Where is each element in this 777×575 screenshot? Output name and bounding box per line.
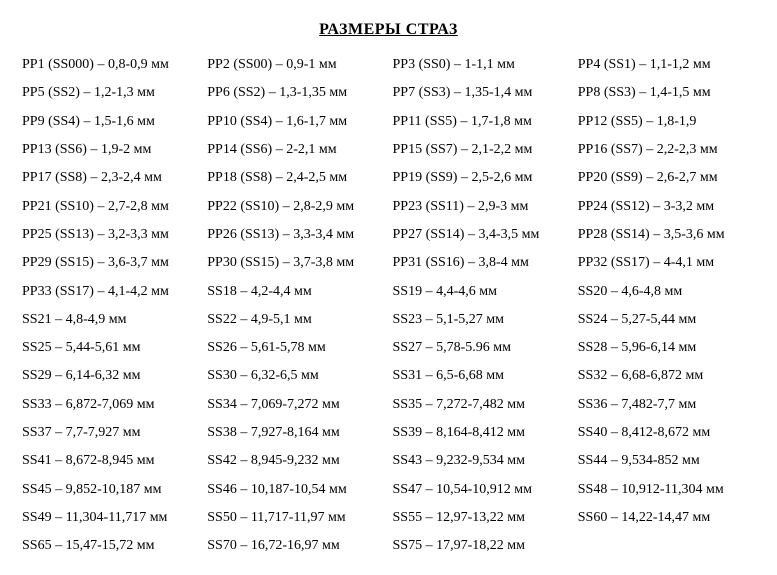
size-cell: SS41 – 8,672-8,945 мм bbox=[22, 451, 199, 471]
size-cell bbox=[578, 536, 755, 556]
size-cell: PP15 (SS7) – 2,1-2,2 мм bbox=[393, 140, 570, 160]
size-cell: PP7 (SS3) – 1,35-1,4 мм bbox=[393, 83, 570, 103]
size-cell: SS47 – 10,54-10,912 мм bbox=[393, 480, 570, 500]
size-cell: SS24 – 5,27-5,44 мм bbox=[578, 310, 755, 330]
size-cell: SS36 – 7,482-7,7 мм bbox=[578, 395, 755, 415]
size-cell: PP8 (SS3) – 1,4-1,5 мм bbox=[578, 83, 755, 103]
size-cell: SS75 – 17,97-18,22 мм bbox=[393, 536, 570, 556]
size-cell: PP2 (SS00) – 0,9-1 мм bbox=[207, 55, 384, 75]
size-cell: SS33 – 6,872-7,069 мм bbox=[22, 395, 199, 415]
size-cell: PP6 (SS2) – 1,3-1,35 мм bbox=[207, 83, 384, 103]
page-title: РАЗМЕРЫ СТРАЗ bbox=[22, 18, 755, 41]
size-cell: PP16 (SS7) – 2,2-2,3 мм bbox=[578, 140, 755, 160]
size-cell: SS23 – 5,1-5,27 мм bbox=[393, 310, 570, 330]
size-cell: SS28 – 5,96-6,14 мм bbox=[578, 338, 755, 358]
size-cell: PP11 (SS5) – 1,7-1,8 мм bbox=[393, 112, 570, 132]
size-cell: SS25 – 5,44-5,61 мм bbox=[22, 338, 199, 358]
size-cell: PP27 (SS14) – 3,4-3,5 мм bbox=[393, 225, 570, 245]
size-cell: SS50 – 11,717-11,97 мм bbox=[207, 508, 384, 528]
size-cell: PP17 (SS8) – 2,3-2,4 мм bbox=[22, 168, 199, 188]
size-cell: PP30 (SS15) – 3,7-3,8 мм bbox=[207, 253, 384, 273]
size-cell: SS30 – 6,32-6,5 мм bbox=[207, 366, 384, 386]
size-cell: SS34 – 7,069-7,272 мм bbox=[207, 395, 384, 415]
size-cell: PP13 (SS6) – 1,9-2 мм bbox=[22, 140, 199, 160]
size-cell: PP25 (SS13) – 3,2-3,3 мм bbox=[22, 225, 199, 245]
size-cell: PP10 (SS4) – 1,6-1,7 мм bbox=[207, 112, 384, 132]
size-cell: SS35 – 7,272-7,482 мм bbox=[393, 395, 570, 415]
size-cell: PP12 (SS5) – 1,8-1,9 bbox=[578, 112, 755, 132]
size-cell: PP26 (SS13) – 3,3-3,4 мм bbox=[207, 225, 384, 245]
size-cell: PP1 (SS000) – 0,8-0,9 мм bbox=[22, 55, 199, 75]
size-cell: SS49 – 11,304-11,717 мм bbox=[22, 508, 199, 528]
size-cell: SS60 – 14,22-14,47 мм bbox=[578, 508, 755, 528]
size-cell: PP24 (SS12) – 3-3,2 мм bbox=[578, 197, 755, 217]
size-cell: PP3 (SS0) – 1-1,1 мм bbox=[393, 55, 570, 75]
size-cell: SS48 – 10,912-11,304 мм bbox=[578, 480, 755, 500]
size-cell: PP4 (SS1) – 1,1-1,2 мм bbox=[578, 55, 755, 75]
size-cell: SS65 – 15,47-15,72 мм bbox=[22, 536, 199, 556]
size-cell: SS43 – 9,232-9,534 мм bbox=[393, 451, 570, 471]
size-cell: SS31 – 6,5-6,68 мм bbox=[393, 366, 570, 386]
size-cell: PP22 (SS10) – 2,8-2,9 мм bbox=[207, 197, 384, 217]
size-cell: PP14 (SS6) – 2-2,1 мм bbox=[207, 140, 384, 160]
size-cell: SS32 – 6,68-6,872 мм bbox=[578, 366, 755, 386]
size-cell: SS21 – 4,8-4,9 мм bbox=[22, 310, 199, 330]
size-cell: SS27 – 5,78-5.96 мм bbox=[393, 338, 570, 358]
size-cell: SS26 – 5,61-5,78 мм bbox=[207, 338, 384, 358]
size-cell: PP9 (SS4) – 1,5-1,6 мм bbox=[22, 112, 199, 132]
size-cell: PP32 (SS17) – 4-4,1 мм bbox=[578, 253, 755, 273]
size-cell: SS46 – 10,187-10,54 мм bbox=[207, 480, 384, 500]
size-cell: SS70 – 16,72-16,97 мм bbox=[207, 536, 384, 556]
size-cell: PP18 (SS8) – 2,4-2,5 мм bbox=[207, 168, 384, 188]
size-cell: PP23 (SS11) – 2,9-3 мм bbox=[393, 197, 570, 217]
size-cell: SS18 – 4,2-4,4 мм bbox=[207, 282, 384, 302]
size-cell: PP5 (SS2) – 1,2-1,3 мм bbox=[22, 83, 199, 103]
size-cell: SS20 – 4,6-4,8 мм bbox=[578, 282, 755, 302]
size-cell: SS55 – 12,97-13,22 мм bbox=[393, 508, 570, 528]
size-grid: PP1 (SS000) – 0,8-0,9 мм PP2 (SS00) – 0,9… bbox=[22, 55, 755, 556]
size-cell: SS37 – 7,7-7,927 мм bbox=[22, 423, 199, 443]
size-cell: SS38 – 7,927-8,164 мм bbox=[207, 423, 384, 443]
size-cell: SS40 – 8,412-8,672 мм bbox=[578, 423, 755, 443]
size-cell: PP31 (SS16) – 3,8-4 мм bbox=[393, 253, 570, 273]
size-cell: SS45 – 9,852-10,187 мм bbox=[22, 480, 199, 500]
size-cell: SS39 – 8,164-8,412 мм bbox=[393, 423, 570, 443]
size-cell: PP33 (SS17) – 4,1-4,2 мм bbox=[22, 282, 199, 302]
size-cell: PP20 (SS9) – 2,6-2,7 мм bbox=[578, 168, 755, 188]
size-cell: SS42 – 8,945-9,232 мм bbox=[207, 451, 384, 471]
size-cell: PP28 (SS14) – 3,5-3,6 мм bbox=[578, 225, 755, 245]
size-cell: SS44 – 9,534-852 мм bbox=[578, 451, 755, 471]
size-cell: PP21 (SS10) – 2,7-2,8 мм bbox=[22, 197, 199, 217]
size-cell: PP19 (SS9) – 2,5-2,6 мм bbox=[393, 168, 570, 188]
size-cell: SS22 – 4,9-5,1 мм bbox=[207, 310, 384, 330]
size-cell: SS29 – 6,14-6,32 мм bbox=[22, 366, 199, 386]
size-cell: PP29 (SS15) – 3,6-3,7 мм bbox=[22, 253, 199, 273]
size-cell: SS19 – 4,4-4,6 мм bbox=[393, 282, 570, 302]
